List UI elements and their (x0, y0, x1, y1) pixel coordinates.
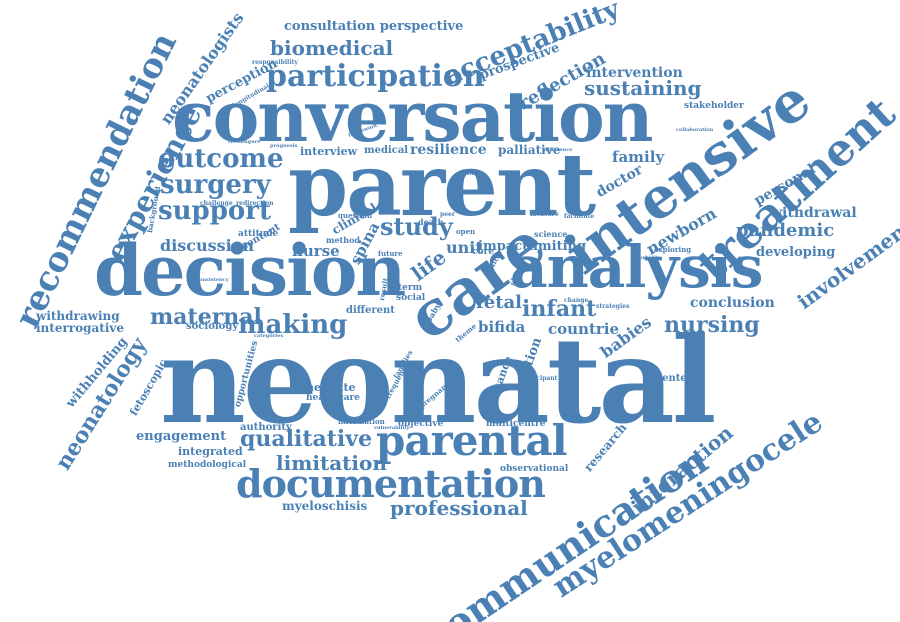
word-question: question (338, 211, 373, 220)
word-impact: impact (478, 239, 529, 254)
word-conclusion: conclusion (690, 295, 775, 311)
word-methodological: methodological (168, 460, 247, 470)
word-neonate: neonate (306, 381, 356, 394)
word-method: method (326, 235, 360, 245)
word-death: death (418, 217, 444, 227)
word-term: term (398, 283, 423, 293)
word-peer: peer (440, 211, 455, 218)
word-interrogative: interrogative (36, 321, 124, 335)
word-withdrawing: withdrawing (36, 309, 120, 323)
word-participant: participant (520, 375, 558, 382)
word-maternal: maternal (150, 304, 262, 330)
word-redirection: redirection (236, 200, 274, 207)
word-measure: measure (530, 211, 559, 218)
word-science: science (534, 229, 568, 239)
word-categories: categories (254, 333, 284, 339)
word-integrated: integrated (178, 445, 243, 458)
word-attitude: attitude (238, 229, 279, 239)
word-challenge: challenge (200, 200, 233, 207)
word-objective: objective (398, 419, 444, 429)
word-withdrawal: withdrawal (770, 205, 857, 221)
word-outcome: outcome (158, 144, 284, 174)
word-family: family (612, 148, 665, 166)
word-core: core (472, 247, 494, 257)
word-making: making (238, 310, 348, 340)
word-different: different (346, 305, 395, 316)
word-responsibility: responsibility (252, 59, 298, 66)
word-neonatal: neonatal (160, 311, 717, 450)
word-resilience: resilience (410, 142, 487, 158)
word-authority: authority (240, 422, 292, 433)
word-sociology: sociology (186, 321, 239, 332)
word-infant: infant (522, 296, 597, 322)
word-discussion: discussion (160, 236, 255, 255)
word-professional: professional (390, 496, 528, 520)
word-support: support (158, 196, 271, 226)
word-change: change (564, 297, 589, 304)
word-documentation: documentation (236, 461, 546, 506)
word-exploring: exploring (654, 245, 692, 254)
word-qualitative: qualitative (240, 426, 373, 452)
word-decision: decision (94, 229, 406, 312)
word-medical: medical (364, 145, 409, 156)
word-limiting: limiting (528, 239, 587, 254)
word-engagement: engagement (136, 429, 227, 444)
word-collaboration: collaboration (676, 127, 714, 133)
word-social: social (396, 293, 426, 303)
word-pandemic: pandemic (736, 220, 835, 241)
word-observational: observational (500, 464, 569, 474)
word-centered: centered (656, 373, 706, 384)
word-nursing: nursing (664, 312, 760, 338)
word-future: future (378, 249, 403, 258)
word-healthcare: healthcare (306, 393, 360, 403)
word-critical: critical (464, 171, 484, 177)
word-reconfigure: reconfigure (228, 139, 261, 145)
word-conversation: conversation (172, 75, 654, 158)
word-nurse: nurse (292, 242, 340, 260)
word-bifida: bifida (478, 318, 526, 336)
word-facilitate: facilitate (564, 213, 595, 220)
word-surgery: surgery (160, 170, 271, 200)
word-consultation-perspective: consultation perspective (284, 19, 464, 34)
word-consistency: consistency (196, 277, 229, 283)
word-difference: difference (544, 147, 573, 153)
word-limitation: limitation (276, 451, 387, 475)
word-multicentre: multicentre (486, 419, 546, 429)
word-information: information (338, 417, 385, 426)
word-strategies: strategies (596, 303, 630, 310)
word-participation: participation (266, 59, 485, 94)
word-unit: unit (446, 238, 483, 257)
word-study: study (380, 212, 453, 241)
word-biomedical: biomedical (270, 36, 394, 60)
word-parent: parent (288, 135, 596, 236)
word-vulnerability: vulnerability (374, 425, 410, 431)
word-morbidity: morbidity (634, 255, 662, 261)
word-fetal: fetal (476, 292, 523, 313)
word-parental: parental (376, 416, 568, 465)
word-myeloschisis: myeloschisis (282, 499, 368, 513)
word-palliative: palliative (498, 143, 561, 157)
word-open: open (456, 227, 476, 236)
word-countrie: countrie (548, 320, 620, 338)
word-developing: developing (756, 245, 836, 260)
word-stakeholder: stakeholder (684, 101, 744, 111)
word-analysis: analysis (510, 233, 763, 301)
word-prognosis: prognosis (270, 143, 298, 149)
word-sustaining: sustaining (584, 76, 702, 100)
word-intervention: intervention (586, 65, 683, 81)
word-interview: interview (300, 145, 358, 158)
